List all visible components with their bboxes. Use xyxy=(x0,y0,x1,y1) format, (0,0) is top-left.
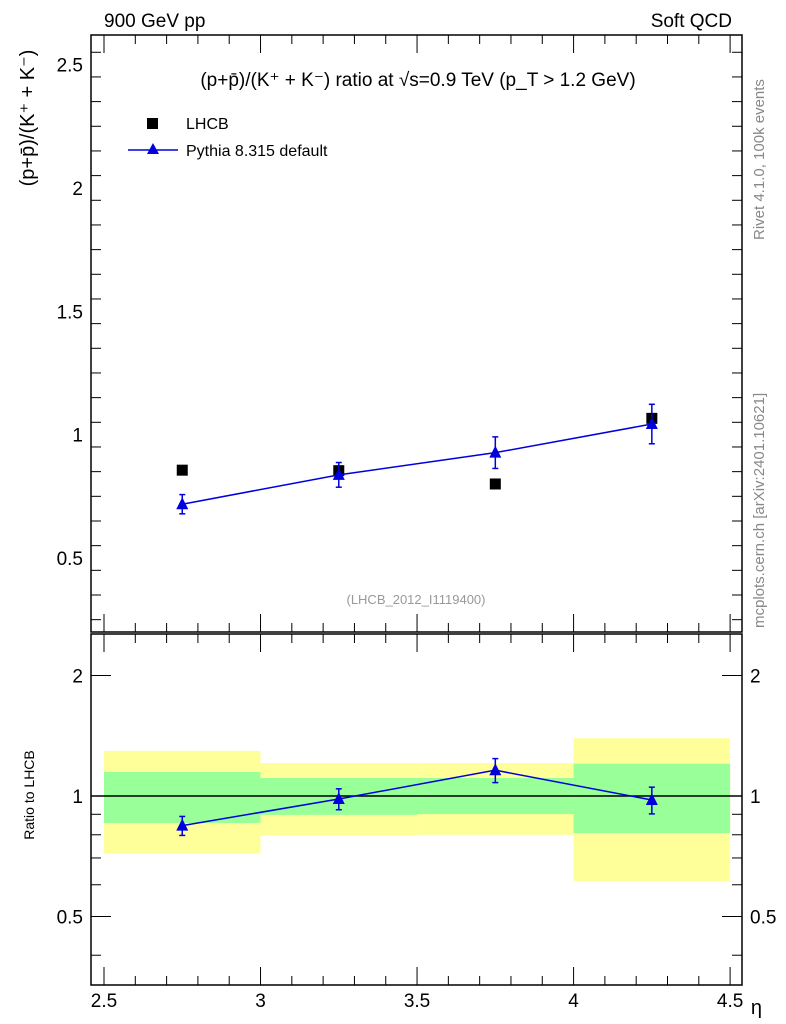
x-tick-label: 2.5 xyxy=(91,991,117,1012)
header-left: 900 GeV pp xyxy=(104,11,205,32)
x-tick-label: 3.5 xyxy=(404,991,430,1012)
ratio-line xyxy=(182,769,652,827)
main-frame xyxy=(90,34,743,633)
ratio-ylabel: Ratio to LHCB xyxy=(21,750,37,839)
ratio-point xyxy=(332,791,345,804)
ratio-point xyxy=(645,793,658,806)
y-tick-label: 1 xyxy=(72,787,83,808)
x-tick-label: 4 xyxy=(568,991,579,1012)
pythia-point xyxy=(645,417,658,430)
ratio-point xyxy=(176,818,189,831)
legend: LHCB Pythia 8.315 default xyxy=(128,116,328,160)
pythia-point xyxy=(332,467,345,480)
y-tick-label-right: 2 xyxy=(750,667,761,688)
ratio-panel: 0.5 0.5 1 1 2 2 2.5 3 3.5 4 4.5 xyxy=(57,633,776,1012)
y-tick-label-right: 1 xyxy=(750,787,761,808)
pythia-line xyxy=(182,423,652,505)
y-tick-label: 2 xyxy=(72,667,83,688)
y-tick-label: 0.5 xyxy=(57,907,83,928)
legend-pythia-label: Pythia 8.315 default xyxy=(186,143,328,160)
y-tick-label: 2 xyxy=(72,179,83,200)
x-tick-label: 3 xyxy=(255,991,266,1012)
pythia-point xyxy=(489,445,502,458)
y-tick-label: 0.5 xyxy=(57,549,83,570)
x-tick-label: 4.5 xyxy=(717,991,743,1012)
lhcb-point xyxy=(176,464,188,476)
main-ylabel: (p+p̄)/(K⁺ + K⁻) xyxy=(17,50,39,187)
legend-lhcb-label: LHCB xyxy=(186,116,229,133)
pythia-point xyxy=(176,497,189,510)
y-tick-label: 1.5 xyxy=(57,302,83,323)
ratio-frame xyxy=(90,633,743,986)
header-right: Soft QCD xyxy=(651,11,732,32)
xlabel: η xyxy=(751,997,762,1019)
ratio-point xyxy=(489,763,502,776)
chart-title: (p+p̄)/(K⁺ + K⁻) ratio at √s=0.9 TeV (p_… xyxy=(200,70,635,91)
lhcb-point xyxy=(489,478,501,490)
mcplots-label: mcplots.cern.ch [arXiv:2401.10621] xyxy=(751,393,768,628)
legend-lhcb-marker xyxy=(147,118,158,129)
uncertainty-band-green xyxy=(103,772,261,824)
y-tick-label-right: 0.5 xyxy=(750,907,776,928)
y-tick-label: 1 xyxy=(72,426,83,447)
analysis-annotation: (LHCB_2012_I1119400) xyxy=(346,592,485,607)
y-tick-label: 2.5 xyxy=(57,56,83,77)
main-panel: 0.5 1 1.5 2 2.5 xyxy=(57,34,743,633)
rivet-label: Rivet 4.1.0, 100k events xyxy=(751,79,768,240)
legend-pythia-marker xyxy=(147,143,159,154)
